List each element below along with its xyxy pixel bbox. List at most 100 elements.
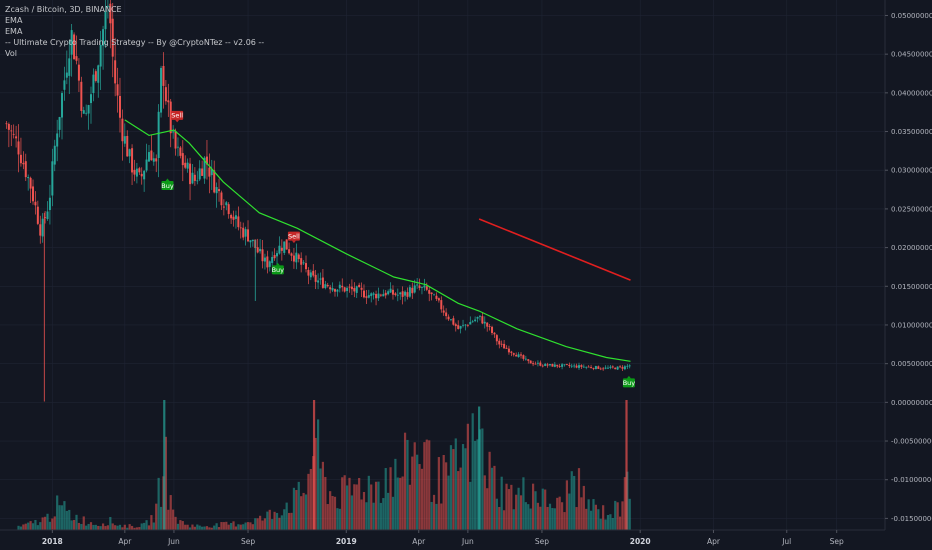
candle-body (326, 284, 329, 287)
candle-body (292, 255, 295, 262)
candle-body (196, 180, 199, 182)
price-axis[interactable]: 0.05000000 0.04500000 0.04000000 0.03500000… (885, 12, 932, 523)
candle-body (172, 131, 175, 133)
legend-volume[interactable]: Vol (5, 49, 17, 58)
candle-body (532, 363, 535, 365)
buy-signal[interactable]: Buy (272, 262, 285, 275)
volume-bar (43, 516, 47, 530)
volume-bar (77, 522, 81, 530)
volume-bar (512, 509, 515, 530)
volume-bar (239, 524, 242, 530)
legend-strategy[interactable]: -- Ultimate Crypto Trading Strategy -- B… (5, 38, 265, 47)
candle-body (577, 365, 580, 368)
legend-ema-1[interactable]: EMA (5, 16, 23, 25)
candle-body (276, 253, 279, 257)
trade-signals: Sell Buy Sell Buy Buy (161, 110, 636, 388)
candle-body (184, 162, 187, 168)
sell-signal[interactable]: Sell (287, 231, 300, 244)
candle-body (573, 365, 576, 367)
candle-body (198, 168, 201, 180)
candle-body (179, 147, 182, 156)
volume-bar (461, 444, 465, 530)
sell-signal[interactable]: Sell (171, 110, 183, 123)
volume-bar (191, 524, 194, 530)
candle-body (155, 158, 158, 162)
volume-bar (72, 519, 76, 530)
sell-signal-box (287, 231, 300, 241)
volume-bar (114, 525, 117, 530)
candle-body (65, 72, 68, 78)
volume-bar (179, 520, 182, 530)
volume-bar (34, 519, 37, 530)
volume-bar (396, 477, 399, 530)
volume-bar (97, 525, 100, 530)
volume-bar (70, 520, 73, 530)
volume-bar (510, 484, 513, 530)
candle-body (454, 324, 457, 327)
volume-bar (263, 518, 267, 530)
buy-signal[interactable]: Buy (161, 178, 174, 191)
candle-body (273, 255, 276, 259)
volume-bar (445, 462, 448, 530)
time-tick-label: Jun (167, 537, 180, 546)
candle-body (493, 332, 496, 335)
candle-body (307, 269, 310, 276)
candle-body (61, 93, 64, 118)
candle-body (440, 300, 443, 310)
volume-bar (507, 489, 511, 530)
time-tick-label: Sep (241, 537, 255, 546)
buy-signal-pointer (275, 262, 280, 266)
volume-bar (217, 527, 221, 530)
buy-signal[interactable]: Buy (623, 375, 636, 388)
candle-body (297, 254, 300, 260)
candle-body (585, 366, 588, 368)
candle-body (529, 360, 532, 364)
candle-body (561, 364, 564, 367)
candle-body (106, 5, 109, 7)
volume-bar (321, 461, 325, 530)
volume-bar (418, 464, 421, 530)
volume-bar (618, 516, 622, 530)
volume-bar (268, 509, 271, 530)
time-axis[interactable]: 2018 Apr Jun Sep 2019 Apr Jun Sep 2020 Apr Jul Sep (42, 530, 844, 546)
candle-body (63, 80, 66, 90)
volume-bar (135, 527, 138, 530)
candle-body (430, 292, 433, 295)
chart-legend: Zcash / Bitcoin, 3D, BINANCE EMA EMA -- … (5, 4, 264, 59)
grid-lines (0, 0, 885, 530)
volume-bar (558, 496, 561, 530)
candle-body (575, 365, 578, 368)
legend-symbol[interactable]: Zcash / Bitcoin, 3D, BINANCE (5, 5, 122, 14)
candle-body (553, 364, 556, 367)
volume-bar (266, 511, 269, 530)
candle-body (355, 286, 358, 293)
volume-bar (425, 439, 428, 530)
volume-bar (609, 514, 612, 530)
candle-body (534, 363, 537, 365)
volume-bar (169, 495, 172, 530)
candle-body (623, 366, 626, 370)
candle-body (314, 274, 317, 282)
volume-bar (367, 475, 370, 530)
candle-body (541, 365, 544, 367)
candle-body (375, 293, 378, 299)
candle-body (68, 58, 71, 76)
volume-bar (109, 516, 112, 530)
candle-body (97, 65, 100, 83)
buy-signal-box (161, 181, 174, 191)
volume-bar (437, 457, 440, 530)
candle-body (232, 216, 235, 220)
candle-body (488, 325, 491, 327)
volume-bar (457, 471, 460, 530)
sell-signal-pointer (291, 240, 296, 244)
volume-bar (401, 476, 404, 530)
volume-bar (606, 514, 610, 530)
volume-bar (553, 508, 556, 530)
legend-ema-2[interactable]: EMA (5, 27, 23, 36)
volume-bar (24, 523, 27, 530)
volume-bar (118, 524, 122, 530)
volume-bar (483, 475, 486, 530)
volume-bar (254, 518, 257, 530)
volume-bar (459, 467, 462, 530)
